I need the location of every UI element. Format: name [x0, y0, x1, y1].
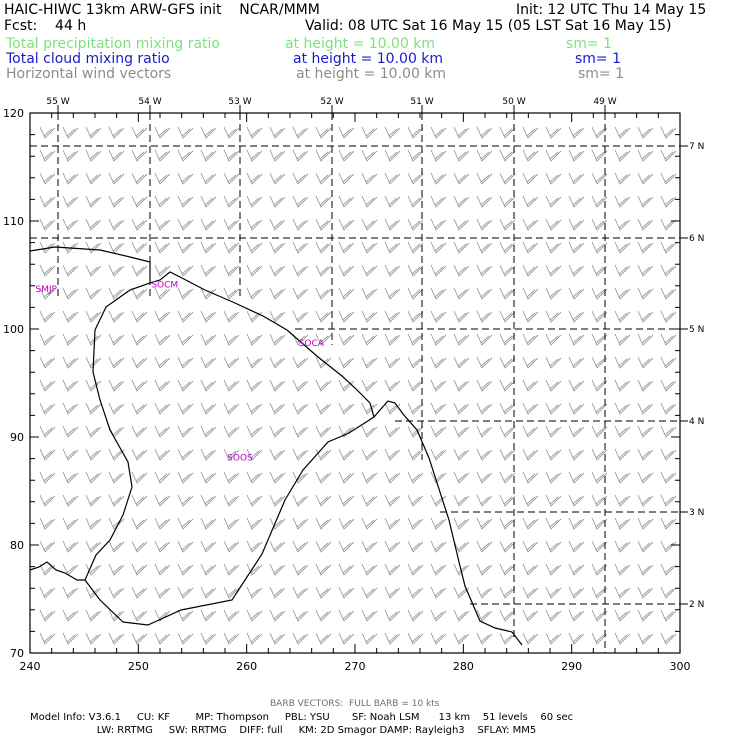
y-tick-label: 120 — [3, 107, 24, 120]
field-precip-sm: sm= 1 — [566, 36, 613, 52]
station-labels: SMJP SOCM SOCA SOOS — [35, 281, 324, 464]
longitude-label: 50 W — [502, 97, 525, 107]
latitude-label: 5 N — [689, 325, 704, 335]
x-tick-label: 260 — [236, 660, 257, 673]
tick-marks — [29, 112, 681, 654]
y-tick-label: 110 — [3, 215, 24, 228]
longitude-labels: 55 W 54 W 53 W 52 W 51 W 50 W 49 W — [46, 97, 616, 107]
field-cloud-sm: sm= 1 — [575, 51, 622, 67]
y-tick-label: 90 — [10, 431, 24, 444]
x-tick-label: 290 — [561, 660, 582, 673]
longitude-label: 55 W — [46, 97, 69, 107]
station-label: SOOS — [227, 453, 253, 463]
field-precip-name: Total precipitation mixing ratio — [6, 36, 220, 52]
field-precip-level: at height = 10.00 km — [285, 36, 436, 52]
y-tick-label: 70 — [10, 647, 24, 660]
y-axis-labels: 70 80 90 100 110 120 — [3, 107, 24, 660]
longitude-label: 52 W — [320, 97, 343, 107]
field-cloud-level: at height = 10.00 km — [293, 51, 444, 67]
station-label: SMJP — [35, 285, 57, 295]
y-tick-label: 100 — [3, 323, 24, 336]
latitude-label: 3 N — [689, 508, 704, 518]
station-label: SOCM — [151, 281, 178, 291]
wind-barb-field — [39, 126, 677, 645]
latitude-label: 6 N — [689, 234, 704, 244]
field-wind-level: at height = 10.00 km — [296, 66, 447, 82]
y-tick-label: 80 — [10, 539, 24, 552]
x-axis-labels: 240 250 260 270 280 290 300 — [20, 660, 691, 673]
axis-ticks — [29, 105, 688, 654]
latitude-labels: 7 N 6 N 5 N 4 N 3 N 2 N — [689, 142, 704, 610]
header-forecast: Fcst: 44 h — [4, 18, 87, 34]
coastline — [29, 246, 523, 646]
longitude-label: 54 W — [138, 97, 161, 107]
header-valid: Valid: 08 UTC Sat 16 May 15 (05 LST Sat … — [305, 18, 672, 34]
longitude-label: 51 W — [410, 97, 433, 107]
model-info-line2: LW: RRTMG SW: RRTMG DIFF: full KM: 2D Sm… — [30, 725, 537, 736]
barb-vectors-note: BARB VECTORS: FULL BARB = 10 kts — [270, 699, 440, 709]
latitude-label: 4 N — [689, 417, 704, 427]
header-title: HAIC-HIWC 13km ARW-GFS init NCAR/MMM — [4, 2, 320, 18]
x-tick-label: 300 — [670, 660, 691, 673]
longitude-label: 49 W — [593, 97, 616, 107]
model-info-line1: Model Info: V3.6.1 CU: KF MP: Thompson P… — [30, 712, 574, 723]
longitude-label: 53 W — [228, 97, 251, 107]
x-tick-label: 270 — [345, 660, 366, 673]
x-tick-label: 240 — [20, 660, 41, 673]
field-cloud-name: Total cloud mixing ratio — [6, 51, 170, 67]
x-tick-label: 250 — [128, 660, 149, 673]
wind-barbs — [39, 126, 677, 645]
x-tick-label: 280 — [453, 660, 474, 673]
station-label: SOCA — [299, 339, 325, 349]
geo-tick-marks — [57, 105, 688, 605]
field-wind-sm: sm= 1 — [578, 66, 625, 82]
header-init: Init: 12 UTC Thu 14 May 15 — [516, 2, 707, 18]
latitude-label: 7 N — [689, 142, 704, 152]
field-wind-name: Horizontal wind vectors — [6, 66, 172, 82]
latitude-label: 2 N — [689, 600, 704, 610]
